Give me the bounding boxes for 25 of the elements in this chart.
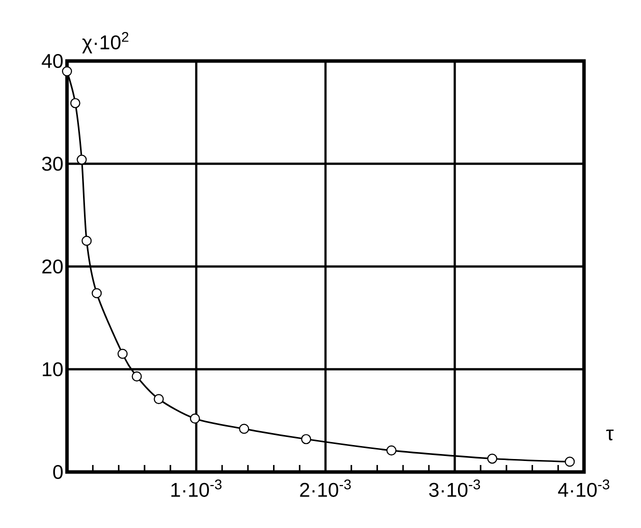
x-tick-label: 3·10$^{-3}$: [429, 480, 480, 497]
point: [76, 154, 87, 165]
y-tick-label: 20: [42, 259, 63, 274]
y-axis-title: χ·10$^{2}$: [82, 32, 128, 54]
point: [487, 454, 498, 464]
x-axis-title: τ: [606, 430, 614, 440]
point: [132, 371, 142, 382]
y-tick-label: 30: [42, 156, 63, 171]
y-tick-label: 10: [42, 362, 63, 376]
point: [301, 434, 312, 444]
x-tick-label: 2·10$^{-3}$: [300, 480, 351, 497]
x-tick-label: 1·10$^{-3}$: [171, 480, 222, 497]
point: [70, 98, 80, 108]
point: [118, 348, 128, 359]
y-tick-label: 0: [53, 464, 63, 480]
point: [82, 236, 92, 246]
point: [564, 456, 575, 467]
point: [190, 414, 200, 424]
point: [154, 394, 164, 404]
point: [92, 288, 102, 298]
point: [386, 445, 396, 456]
point: [239, 424, 250, 434]
point: [62, 66, 72, 76]
y-tick-label: 40: [42, 54, 63, 68]
x-tick-label: 4·10$^{-3}$: [558, 480, 610, 497]
